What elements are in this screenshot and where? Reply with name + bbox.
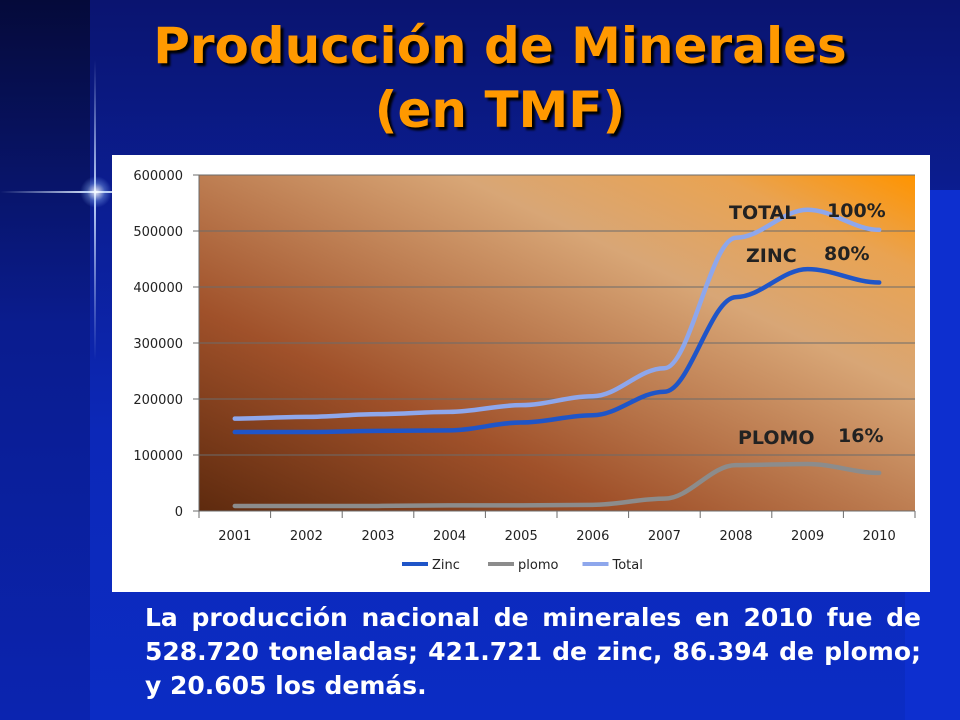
legend: Zinc plomo Total <box>402 558 643 573</box>
series-lines <box>232 207 882 509</box>
x-tick-label: 2001 <box>218 529 251 544</box>
x-tick-label: 2008 <box>719 529 752 544</box>
annotation-zinc-label: ZINC <box>746 245 797 267</box>
y-tick-label: 600000 <box>133 169 183 184</box>
title-line-2: (en TMF) <box>374 81 626 139</box>
x-tick-label: 2007 <box>648 529 681 544</box>
y-tick-label: 400000 <box>133 281 183 296</box>
annotations: TOTAL 100% ZINC 80% PLOMO 16% <box>729 200 886 449</box>
legend-label-zinc: Zinc <box>432 558 460 573</box>
legend-label-total: Total <box>612 558 643 573</box>
y-tick-label: 0 <box>175 505 183 520</box>
annotation-plomo-pct: 16% <box>838 425 883 447</box>
y-tick-label: 500000 <box>133 225 183 240</box>
y-axis: 0 100000 200000 300000 400000 500000 600000 <box>133 169 200 520</box>
x-tick-label: 2009 <box>791 529 824 544</box>
annotation-zinc-pct: 80% <box>824 243 869 265</box>
x-tick-label: 2002 <box>290 529 323 544</box>
series-line-total <box>232 207 882 421</box>
x-tick-label: 2005 <box>505 529 538 544</box>
annotation-total-label: TOTAL <box>729 202 796 224</box>
x-tick-label: 2006 <box>576 529 609 544</box>
caption-text: La producción nacional de minerales en 2… <box>145 603 921 700</box>
x-tick-label: 2003 <box>361 529 394 544</box>
y-tick-label: 100000 <box>133 449 183 464</box>
annotation-total-pct: 100% <box>827 200 886 222</box>
x-axis: 2001 2002 2003 2004 2005 2006 2007 2008 2009 2010 <box>198 511 916 544</box>
series-line-zinc <box>232 266 882 435</box>
legend-label-plomo: plomo <box>518 558 558 573</box>
series-line-plomo <box>232 461 882 509</box>
gridlines <box>199 174 915 512</box>
annotation-plomo-label: PLOMO <box>738 427 815 449</box>
x-tick-label: 2010 <box>863 529 896 544</box>
slide-title: Producción de Minerales (en TMF) <box>100 14 900 142</box>
title-line-1: Producción de Minerales <box>153 17 847 75</box>
y-tick-label: 200000 <box>133 393 183 408</box>
x-tick-label: 2004 <box>433 529 466 544</box>
light-flare-center <box>80 176 112 208</box>
y-tick-label: 300000 <box>133 337 183 352</box>
line-chart: 0 100000 200000 300000 400000 500000 600000 20… <box>112 155 930 592</box>
chart-container: 0 100000 200000 300000 400000 500000 600000 20… <box>112 155 930 592</box>
light-flare-vertical <box>94 60 96 360</box>
